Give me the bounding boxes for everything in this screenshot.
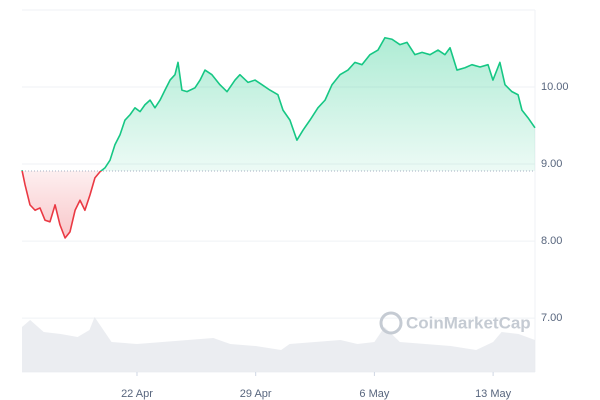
volume-area — [22, 317, 535, 372]
price-line — [21, 36, 536, 239]
y-tick-label: 9.00 — [541, 158, 562, 170]
y-tick-label: 10.00 — [541, 81, 569, 93]
x-tick-label: 22 Apr — [121, 388, 153, 400]
y-tick-label: 8.00 — [541, 235, 562, 247]
x-tick-label: 29 Apr — [240, 388, 272, 400]
watermark: CoinMarketCap — [379, 311, 531, 335]
x-tick-label: 13 May — [475, 388, 512, 400]
area-fill — [22, 37, 535, 238]
watermark-text: CoinMarketCap — [406, 313, 531, 332]
y-tick-label: 7.00 — [541, 312, 562, 324]
x-tick-label: 6 May — [359, 388, 389, 400]
